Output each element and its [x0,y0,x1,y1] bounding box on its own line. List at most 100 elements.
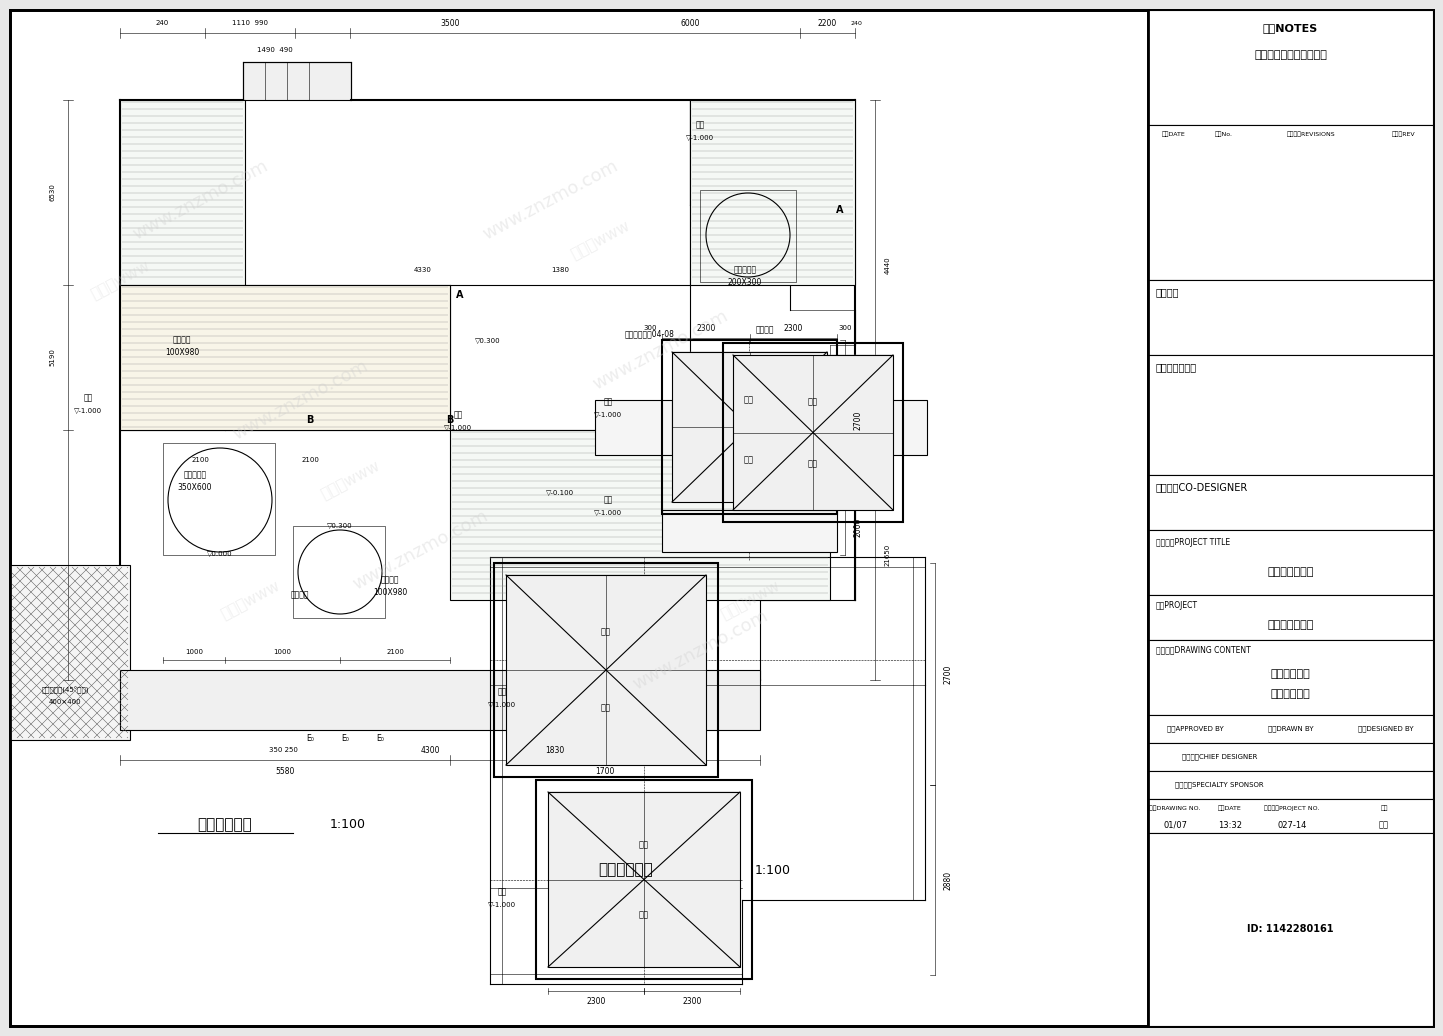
Text: 阁楼: 阁楼 [600,703,610,713]
Text: 水原椅子: 水原椅子 [756,325,775,335]
Text: 2300: 2300 [586,998,606,1007]
Text: 1490  490: 1490 490 [257,47,293,53]
Text: 亭子一顶面图: 亭子一顶面图 [597,863,652,877]
Text: 1830: 1830 [545,746,564,754]
Text: 阁楼: 阁楼 [808,459,818,468]
Text: www.znzmo.com: www.znzmo.com [589,307,730,394]
Text: ▽-1.000: ▽-1.000 [685,134,714,140]
Text: 项目PROJECT: 项目PROJECT [1156,601,1198,609]
Bar [1149,640,1433,715]
Text: 审定APPROVED BY: 审定APPROVED BY [1167,725,1224,732]
Bar [595,400,672,455]
Text: www.znzmo.com: www.znzmo.com [130,156,271,243]
Text: 1380: 1380 [551,267,569,274]
Text: 阁楼: 阁楼 [600,628,610,636]
Text: E₀: E₀ [377,733,384,743]
Bar [1149,595,1433,640]
Text: E₀: E₀ [306,733,315,743]
Bar [163,443,276,555]
Text: 合作设计CO-DESIGNER: 合作设计CO-DESIGNER [1156,482,1248,492]
Text: 与结构、水、电配合施工: 与结构、水、电配合施工 [1254,50,1328,60]
Text: 水面: 水面 [603,398,613,406]
Bar [10,10,1149,1026]
Text: 知末网www: 知末网www [569,219,632,262]
Bar [662,510,837,552]
Text: ID: 1142280161: ID: 1142280161 [1247,924,1333,934]
Text: 修改No.: 修改No. [1215,132,1232,137]
Text: 日期DATE: 日期DATE [1218,805,1242,811]
Text: 水原铺地: 水原铺地 [173,336,192,345]
Text: 水面: 水面 [498,888,506,896]
Text: 300: 300 [838,325,851,330]
Bar [120,670,760,730]
Text: 027-14: 027-14 [1277,821,1307,830]
Text: www.znzmo.com: www.znzmo.com [479,156,620,243]
Text: A: A [456,290,463,300]
Bar [1149,715,1433,743]
Text: 1700: 1700 [596,768,615,777]
Text: 水面: 水面 [498,688,506,696]
Text: 2300: 2300 [784,323,802,333]
Text: 4300: 4300 [420,746,440,754]
Text: 知末网www: 知末网www [317,458,382,501]
Text: 工程编号PROJECT NO.: 工程编号PROJECT NO. [1264,805,1320,811]
Bar [242,62,351,100]
Text: 2200: 2200 [817,19,837,28]
Text: 制图DRAWN BY: 制图DRAWN BY [1268,725,1313,732]
Text: 版次: 版次 [1381,805,1388,811]
Bar [1149,833,1433,1026]
Text: ▽-1.000: ▽-1.000 [488,701,517,707]
Text: 水原椅子: 水原椅子 [290,591,309,600]
Text: 5190: 5190 [49,348,55,366]
Text: 阁楼: 阁楼 [745,396,755,404]
Bar [690,100,856,285]
Bar [1149,125,1433,280]
Text: 2100: 2100 [190,457,209,463]
Bar [672,352,827,502]
Bar [1149,743,1433,771]
Bar [1149,10,1433,125]
Text: 2700: 2700 [853,410,863,430]
Text: www.znzmo.com: www.znzmo.com [229,356,371,443]
Text: 景施: 景施 [1380,821,1390,830]
Bar [450,430,830,600]
Text: 13:32: 13:32 [1218,821,1242,830]
Text: ▽-0.100: ▽-0.100 [545,489,574,495]
Bar [700,190,797,282]
Bar [837,400,926,455]
Text: 400×400: 400×400 [49,699,81,706]
Text: 日期DATE: 日期DATE [1162,132,1186,137]
Text: 亭子一平面图: 亭子一平面图 [1271,669,1310,679]
Text: B: B [446,415,453,425]
Bar [1149,771,1433,799]
Text: 2880: 2880 [944,870,952,890]
Text: 本纸水平延见04-08: 本纸水平延见04-08 [625,329,675,339]
Text: 注册建筑师签章: 注册建筑师签章 [1156,362,1198,372]
Bar [494,563,719,777]
Text: ▽-1.000: ▽-1.000 [444,424,472,430]
Text: ▽0.300: ▽0.300 [475,337,501,343]
Text: 1:100: 1:100 [755,863,791,876]
Text: 青石板铺地(45°斜铺): 青石板铺地(45°斜铺) [42,686,89,694]
Bar [506,575,706,765]
Text: 5580: 5580 [276,768,294,777]
Text: 300: 300 [644,325,657,330]
Text: 阁楼: 阁楼 [639,910,649,919]
Text: 黄石板铺地: 黄石板铺地 [733,265,756,275]
Text: ▽-1.000: ▽-1.000 [74,407,102,413]
Bar [120,285,450,430]
Text: 膦碱室文化广场: 膦碱室文化广场 [1267,620,1313,630]
Text: 水面: 水面 [696,120,704,130]
Text: 2000: 2000 [853,517,863,537]
Text: 水面: 水面 [453,410,463,420]
Text: 1:100: 1:100 [330,818,367,832]
Bar [1149,530,1433,595]
Text: 专业负责SPECIALTY SPONSOR: 专业负责SPECIALTY SPONSOR [1175,782,1264,788]
Text: ▽0.000: ▽0.000 [208,550,232,556]
Text: 4330: 4330 [414,267,431,274]
Text: ▽-1.000: ▽-1.000 [488,901,517,906]
Text: ▽-1.000: ▽-1.000 [595,509,622,515]
Text: 修改人REV: 修改人REV [1392,132,1416,137]
Bar [723,343,903,522]
Text: 6000: 6000 [680,19,700,28]
